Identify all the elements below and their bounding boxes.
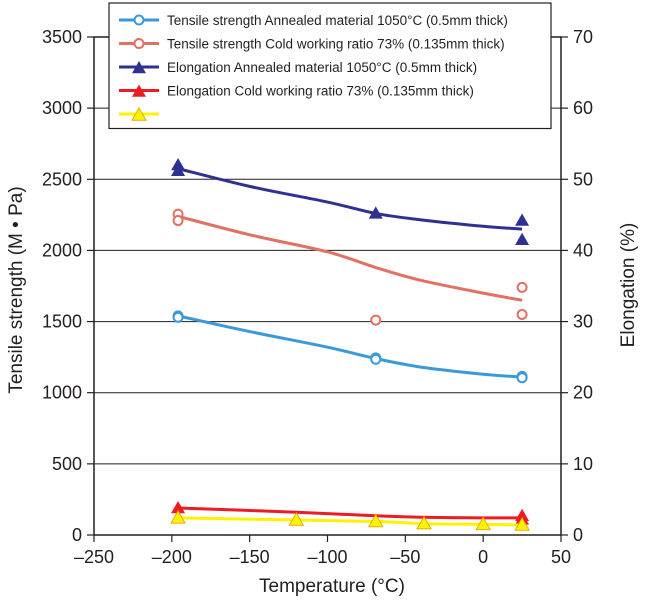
- legend-entry: Tensile strength Annealed material 1050°…: [119, 13, 508, 28]
- legend-marker: [133, 38, 145, 49]
- data-point: [368, 206, 383, 219]
- data-point: [370, 353, 382, 365]
- legend-entry: Tensile strength Cold working ratio 73% …: [119, 37, 505, 52]
- legend-label: Tensile strength Annealed material 1050°…: [167, 13, 508, 28]
- data-point: [514, 517, 530, 531]
- data-point: [516, 281, 528, 293]
- legend-label: Elongation Annealed material 1050°C (0.5…: [167, 60, 477, 75]
- legend-box: [108, 2, 552, 130]
- data-point: [416, 515, 432, 530]
- horizontal-gridlines: [94, 107, 561, 465]
- data-point: [515, 213, 530, 226]
- data-point: [171, 163, 186, 176]
- data-point: [172, 215, 184, 227]
- right-y-tick-label: 40: [573, 240, 593, 260]
- right-y-tick-label: 10: [573, 454, 593, 474]
- x-tick-label: –250: [74, 547, 114, 567]
- data-point: [370, 314, 382, 326]
- data-point: [171, 500, 186, 514]
- series-2: [172, 208, 528, 326]
- series-layer: [170, 158, 530, 531]
- data-point: [475, 516, 492, 531]
- left-y-axis-ticks: 0 500 1000 1500 2000 2500 3000 3500: [42, 27, 94, 545]
- series-line: [178, 506, 523, 520]
- right-y-tick-label: 0: [573, 525, 583, 545]
- data-point: [367, 513, 384, 528]
- left-y-tick-label: 3500: [42, 27, 82, 47]
- left-y-axis-title: Tensile strength (M • Pa): [6, 186, 27, 393]
- data-point: [516, 372, 528, 384]
- x-tick-label: –100: [307, 547, 347, 567]
- legend-entry: Elongation Cold working ratio 73% (0.135…: [119, 84, 474, 99]
- right-y-tick-label: 70: [573, 27, 593, 47]
- series-line: [177, 314, 523, 379]
- left-y-tick-label: 2000: [42, 240, 82, 260]
- x-axis-title: Temperature (°C): [259, 576, 405, 597]
- data-point: [170, 509, 186, 524]
- legend-label: Elongation Cold working ratio 73% (0.135…: [167, 84, 474, 99]
- series-5: [170, 509, 530, 531]
- legend-marker: [132, 84, 146, 97]
- legend-marker: [133, 14, 145, 26]
- left-y-tick-label: 3000: [42, 98, 82, 118]
- x-tick-label: 0: [478, 547, 488, 567]
- data-point: [516, 308, 528, 320]
- left-y-tick-label: 500: [52, 454, 82, 474]
- left-y-tick-label: 1000: [42, 383, 82, 403]
- series-1: [172, 310, 528, 384]
- x-tick-label: –200: [152, 547, 192, 567]
- x-tick-label: –50: [390, 547, 420, 567]
- legend: Tensile strength Annealed material 1050°…: [108, 2, 552, 130]
- right-y-tick-label: 20: [573, 383, 593, 403]
- legend-entry: Elongation Annealed material 1050°C (0.5…: [119, 60, 477, 75]
- data-point: [288, 512, 305, 526]
- right-y-axis-ticks: 0 10 20 30 40 50 60 70: [561, 27, 593, 545]
- right-y-axis-title: Elongation (%): [618, 223, 639, 348]
- legend-entry: [119, 106, 159, 121]
- x-tick-label: 50: [551, 547, 571, 567]
- legend-marker: [132, 61, 146, 74]
- series-line: [177, 214, 523, 302]
- right-y-tick-label: 50: [573, 169, 593, 189]
- left-y-tick-label: 2500: [42, 169, 82, 189]
- right-y-tick-label: 30: [573, 312, 593, 332]
- legend-marker: [131, 106, 147, 121]
- series-3: [171, 158, 530, 246]
- left-y-tick-label: 1500: [42, 312, 82, 332]
- series-line: [177, 167, 523, 231]
- right-y-tick-label: 60: [573, 98, 593, 118]
- x-tick-label: –150: [230, 547, 270, 567]
- left-y-tick-label: 0: [72, 525, 82, 545]
- legend-label: Tensile strength Cold working ratio 73% …: [167, 37, 505, 52]
- data-point: [172, 311, 184, 323]
- x-axis-ticks: –250 –200 –150 –100 –50 0 50: [74, 535, 571, 567]
- data-point: [515, 232, 530, 246]
